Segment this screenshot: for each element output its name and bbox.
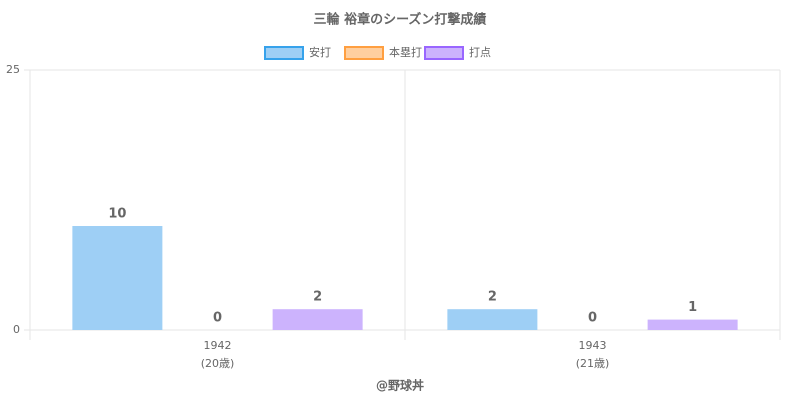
bar [272,309,363,330]
legend-label: 打点 [469,45,491,59]
x-tick-label: 1942 [204,339,232,352]
value-label: 0 [588,311,597,326]
value-label: 0 [213,311,222,326]
y-tick-label: 25 [6,63,20,76]
bar [447,309,538,330]
value-label: 1 [688,300,697,315]
value-label: 2 [313,290,322,305]
bar [647,319,738,330]
value-label: 2 [488,290,497,305]
x-tick-label: (21歳) [576,357,610,370]
y-tick-label: 0 [13,323,20,336]
legend-swatch [424,46,464,60]
value-label: 10 [108,207,126,222]
legend-label: 本塁打 [389,45,422,59]
x-tick-label: (20歳) [201,357,235,370]
footer: @野球丼 [376,378,424,393]
legend-swatch [344,46,384,60]
legend-swatch [264,46,304,60]
chart-title: 三輪 裕章のシーズン打撃成績 [314,12,487,28]
bar [72,226,163,330]
legend-label: 安打 [309,45,331,59]
x-tick-label: 1943 [579,339,607,352]
